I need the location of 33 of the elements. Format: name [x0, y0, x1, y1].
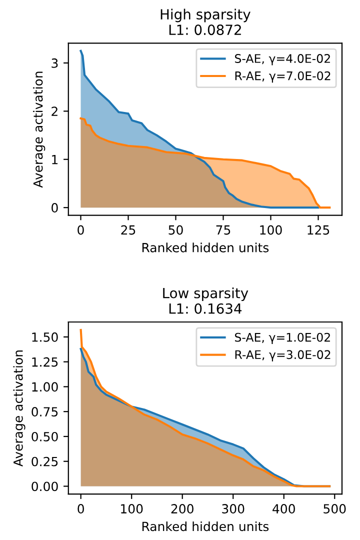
y-tick-label: 3	[52, 58, 58, 68]
legend-label: R-AE, γ=7.0E-02	[235, 71, 330, 83]
x-tick-label: 0	[78, 225, 84, 235]
x-tick-label: 100	[121, 504, 143, 514]
y-tick-label: 0	[52, 203, 58, 213]
y-axis-title: Average activation	[33, 72, 46, 188]
y-tick-label: 2	[52, 106, 58, 116]
chart-title: High sparsity L1: 0.0872	[160, 8, 250, 36]
y-tick-label: 0.25	[32, 456, 58, 466]
y-tick-label: 0.50	[32, 432, 58, 442]
legend-label: R-AE, γ=3.0E-02	[235, 350, 330, 362]
x-tick-label: 300	[222, 504, 244, 514]
legend-label: S-AE, γ=1.0E-02	[234, 332, 330, 344]
y-tick-label: 1	[52, 155, 58, 164]
chart-title: Low sparsity L1: 0.1634	[163, 288, 248, 314]
y-tick-label: 1.25	[32, 357, 58, 367]
x-axis-title: Ranked hidden units	[142, 521, 269, 532]
x-tick-label: 100	[260, 225, 282, 235]
x-tick-label: 500	[324, 504, 346, 514]
x-tick-label: 200	[171, 504, 194, 514]
legend-label: S-AE, γ=4.0E-02	[234, 54, 330, 66]
y-tick-label: 0.00	[32, 482, 58, 492]
y-axis-title: Average activation	[13, 350, 26, 467]
y-tick-label: 1.50	[32, 332, 58, 342]
x-tick-label: 400	[272, 504, 295, 514]
y-tick-label: 0.75	[32, 407, 58, 417]
x-tick-label: 0	[78, 504, 84, 514]
x-tick-label: 25	[121, 225, 136, 235]
y-tick-label: 1.00	[32, 382, 58, 392]
x-tick-label: 75	[216, 225, 230, 235]
x-tick-label: 50	[168, 225, 183, 235]
x-axis-title: Ranked hidden units	[142, 242, 269, 252]
x-tick-label: 125	[308, 225, 330, 235]
